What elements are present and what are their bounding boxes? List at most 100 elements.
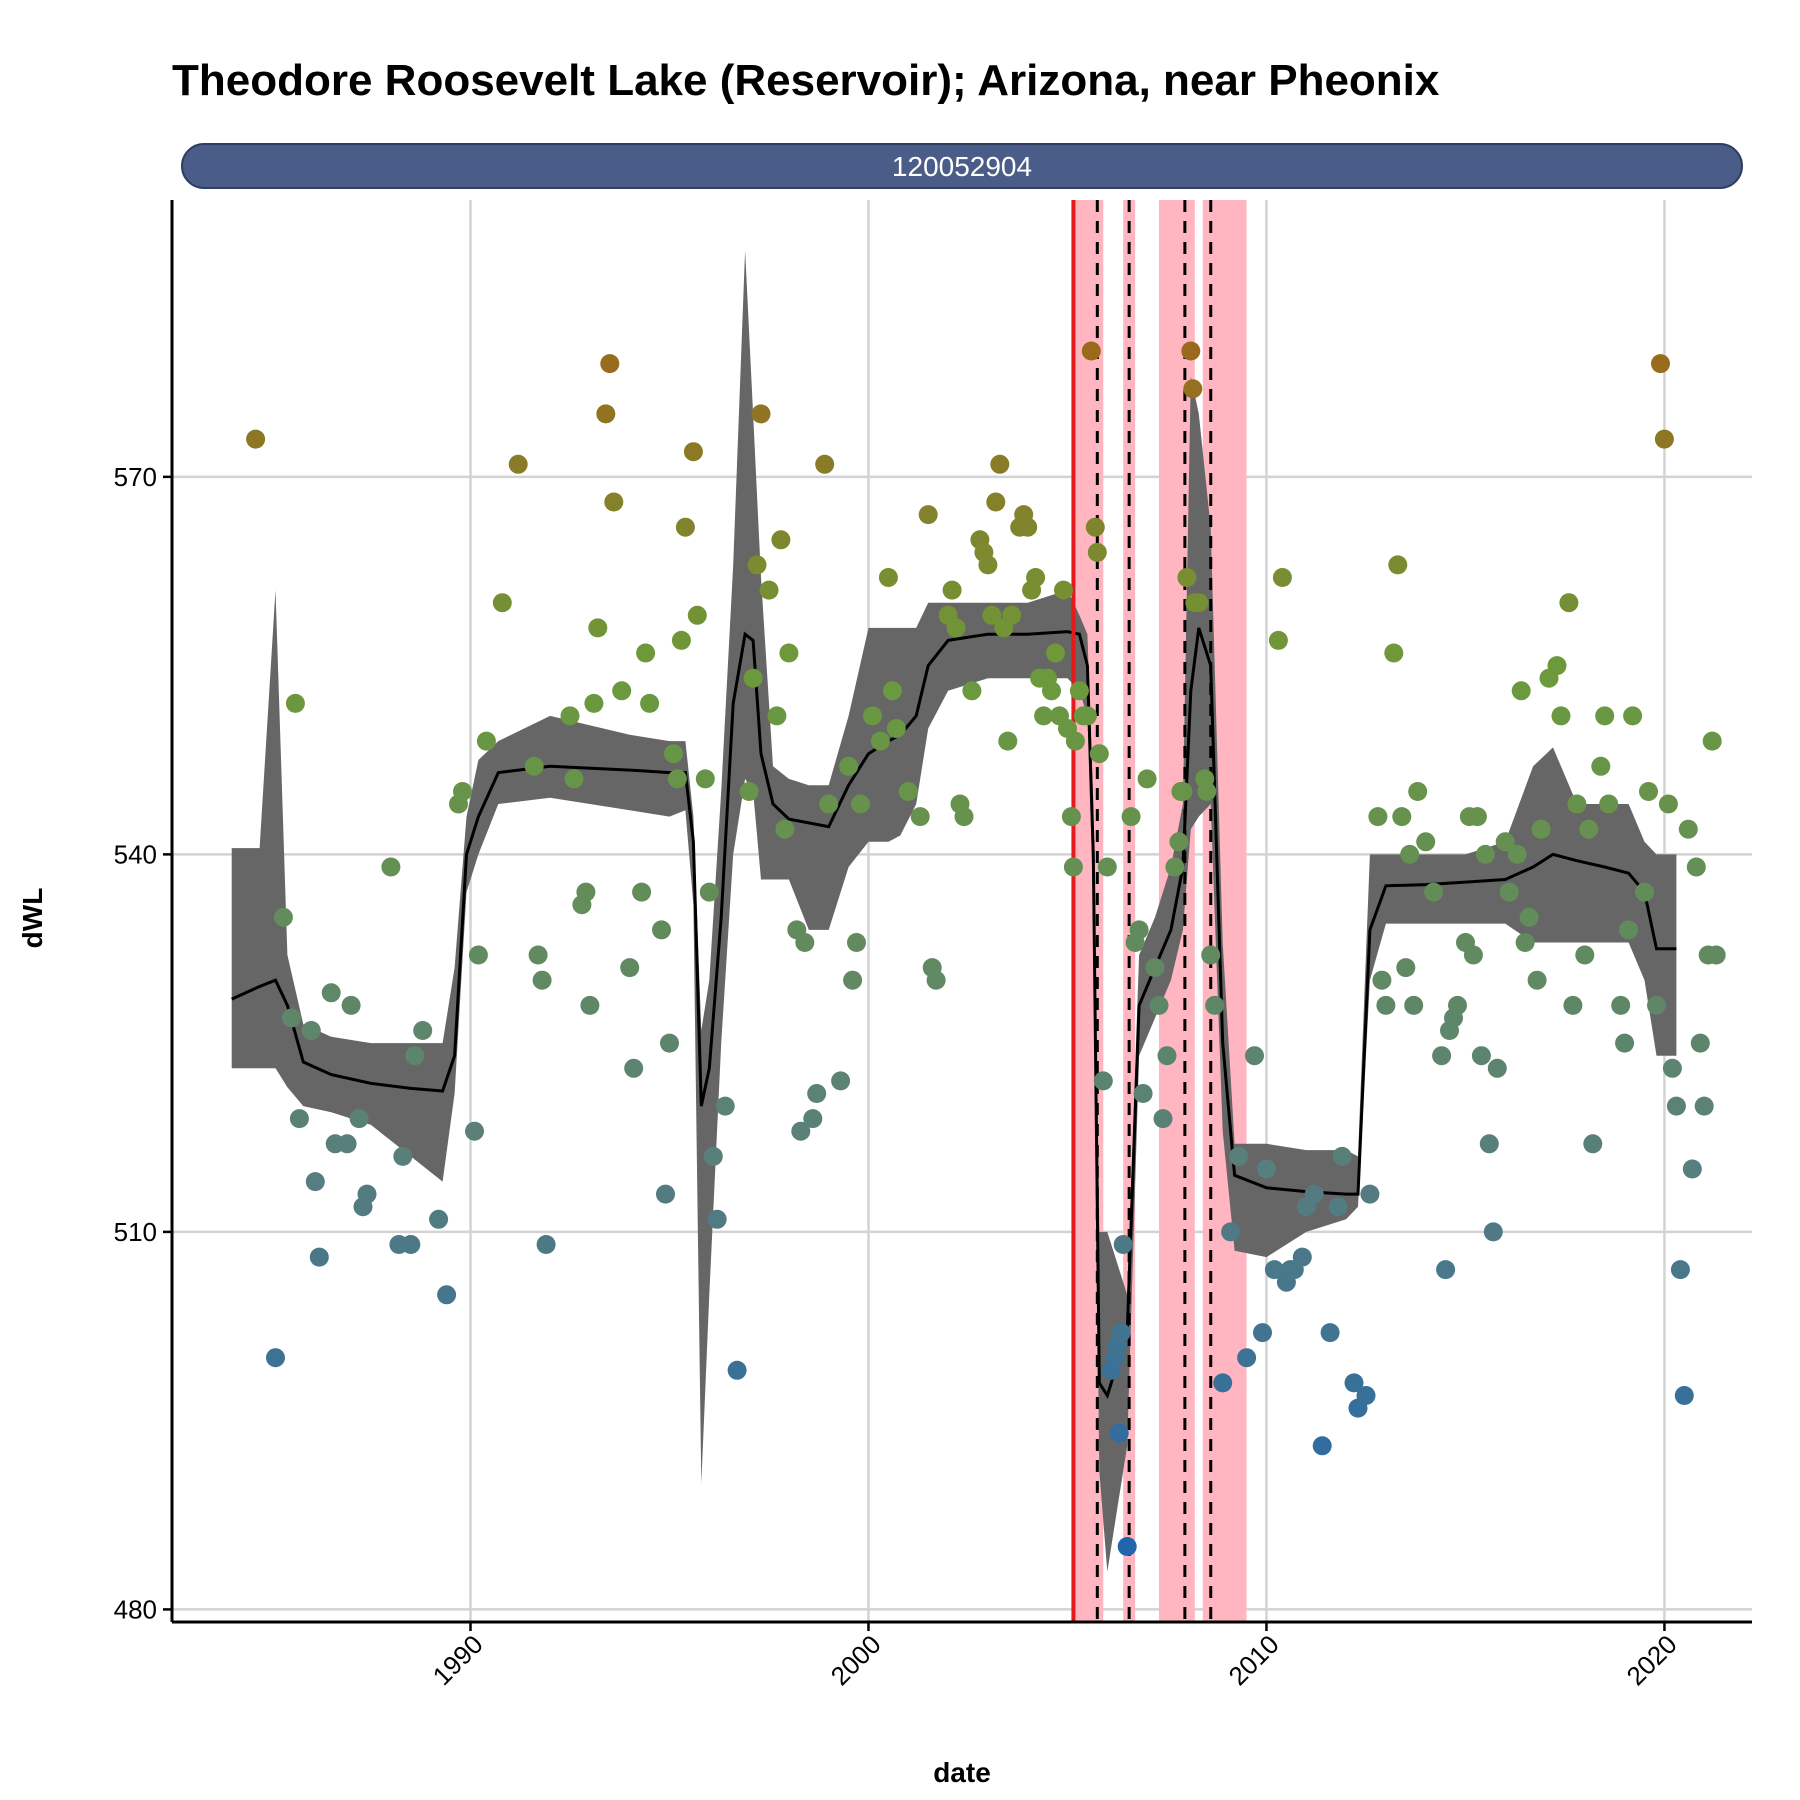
data-point-46 xyxy=(624,1058,644,1078)
data-point-222 xyxy=(1531,819,1551,839)
data-point-167 xyxy=(1229,1146,1249,1166)
data-point-220 xyxy=(1519,907,1539,927)
data-point-92 xyxy=(910,807,930,827)
data-point-190 xyxy=(1372,970,1392,990)
data-point-172 xyxy=(1264,1260,1284,1280)
data-point-31 xyxy=(524,756,544,776)
data-point-184 xyxy=(1332,1146,1352,1166)
data-point-66 xyxy=(743,668,763,688)
data-point-55 xyxy=(671,630,691,650)
data-point-152 xyxy=(1165,857,1185,877)
data-point-163 xyxy=(1201,945,1221,965)
data-point-191 xyxy=(1376,995,1396,1015)
data-point-229 xyxy=(1575,945,1595,965)
data-point-30 xyxy=(508,454,528,474)
data-point-56 xyxy=(675,517,695,537)
data-point-219 xyxy=(1515,933,1535,952)
data-point-50 xyxy=(652,920,671,940)
data-point-60 xyxy=(699,882,719,902)
data-point-147 xyxy=(1137,769,1157,789)
x-axis-title: date xyxy=(933,1757,991,1788)
data-point-119 xyxy=(1042,681,1061,701)
data-point-21 xyxy=(413,1021,433,1040)
data-point-134 xyxy=(1093,1071,1113,1091)
data-point-183 xyxy=(1328,1197,1348,1217)
data-point-28 xyxy=(476,731,496,751)
data-point-42 xyxy=(596,404,616,424)
data-point-58 xyxy=(687,605,707,625)
data-point-131 xyxy=(1085,517,1105,537)
data-point-140 xyxy=(1111,1323,1131,1343)
data-point-79 xyxy=(815,454,835,474)
data-point-36 xyxy=(564,769,584,789)
data-point-146 xyxy=(1133,1084,1153,1103)
data-point-43 xyxy=(604,492,624,512)
data-point-70 xyxy=(767,706,787,726)
trend-line xyxy=(231,627,1677,1400)
data-point-160 xyxy=(1189,593,1209,613)
chart-title: Theodore Roosevelt Lake (Reservoir); Ari… xyxy=(172,56,1440,105)
data-point-182 xyxy=(1320,1323,1340,1343)
data-point-251 xyxy=(1686,857,1706,877)
data-point-178 xyxy=(1292,1247,1312,1267)
data-point-13 xyxy=(349,1109,369,1129)
data-point-199 xyxy=(1416,832,1436,852)
data-point-117 xyxy=(1034,706,1054,726)
data-point-15 xyxy=(357,1184,377,1204)
data-point-139 xyxy=(1109,1423,1129,1443)
data-point-250 xyxy=(1682,1159,1702,1179)
data-point-142 xyxy=(1117,1537,1137,1556)
data-point-44 xyxy=(612,681,632,701)
data-point-78 xyxy=(807,1084,827,1103)
data-point-98 xyxy=(946,618,966,638)
data-point-5 xyxy=(289,1109,309,1129)
data-point-237 xyxy=(1619,920,1639,940)
data-point-187 xyxy=(1356,1386,1376,1405)
data-point-85 xyxy=(851,794,870,814)
data-point-40 xyxy=(584,693,604,713)
data-point-125 xyxy=(1063,857,1083,877)
data-point-253 xyxy=(1694,1096,1714,1116)
data-point-211 xyxy=(1475,844,1495,864)
data-point-65 xyxy=(739,782,759,801)
data-point-195 xyxy=(1396,958,1416,978)
data-point-181 xyxy=(1312,1436,1332,1456)
data-point-39 xyxy=(580,995,600,1015)
data-point-228 xyxy=(1567,794,1587,814)
data-point-224 xyxy=(1547,656,1567,676)
data-point-97 xyxy=(942,580,962,600)
data-point-47 xyxy=(632,882,652,902)
x-tick-label-2: 2010 xyxy=(1223,1629,1285,1691)
data-point-81 xyxy=(831,1071,851,1091)
data-point-6 xyxy=(301,1021,321,1040)
data-point-68 xyxy=(751,404,771,424)
data-point-252 xyxy=(1690,1033,1710,1053)
data-point-33 xyxy=(532,970,552,990)
data-point-239 xyxy=(1635,882,1654,902)
data-point-245 xyxy=(1662,1058,1682,1078)
confidence-band-area xyxy=(231,250,1677,1572)
data-point-38 xyxy=(576,882,596,902)
data-point-248 xyxy=(1674,1386,1694,1405)
data-point-83 xyxy=(843,970,863,990)
highlight-interval-1 xyxy=(1123,200,1136,1622)
data-point-255 xyxy=(1702,731,1722,751)
data-point-76 xyxy=(795,933,815,952)
data-point-149 xyxy=(1149,995,1169,1015)
data-point-226 xyxy=(1559,593,1579,613)
data-point-241 xyxy=(1647,995,1666,1015)
data-point-32 xyxy=(528,945,548,965)
data-point-127 xyxy=(1069,681,1089,701)
data-point-86 xyxy=(863,706,882,726)
facet-strip-bar xyxy=(181,143,1743,189)
data-point-73 xyxy=(779,643,799,663)
data-point-185 xyxy=(1344,1373,1364,1393)
data-point-196 xyxy=(1400,844,1420,864)
data-point-170 xyxy=(1253,1323,1272,1343)
data-point-80 xyxy=(819,794,839,814)
data-point-166 xyxy=(1221,1222,1241,1242)
data-point-101 xyxy=(962,681,982,701)
data-point-238 xyxy=(1623,706,1643,726)
data-point-135 xyxy=(1097,857,1117,877)
data-point-126 xyxy=(1065,731,1085,751)
